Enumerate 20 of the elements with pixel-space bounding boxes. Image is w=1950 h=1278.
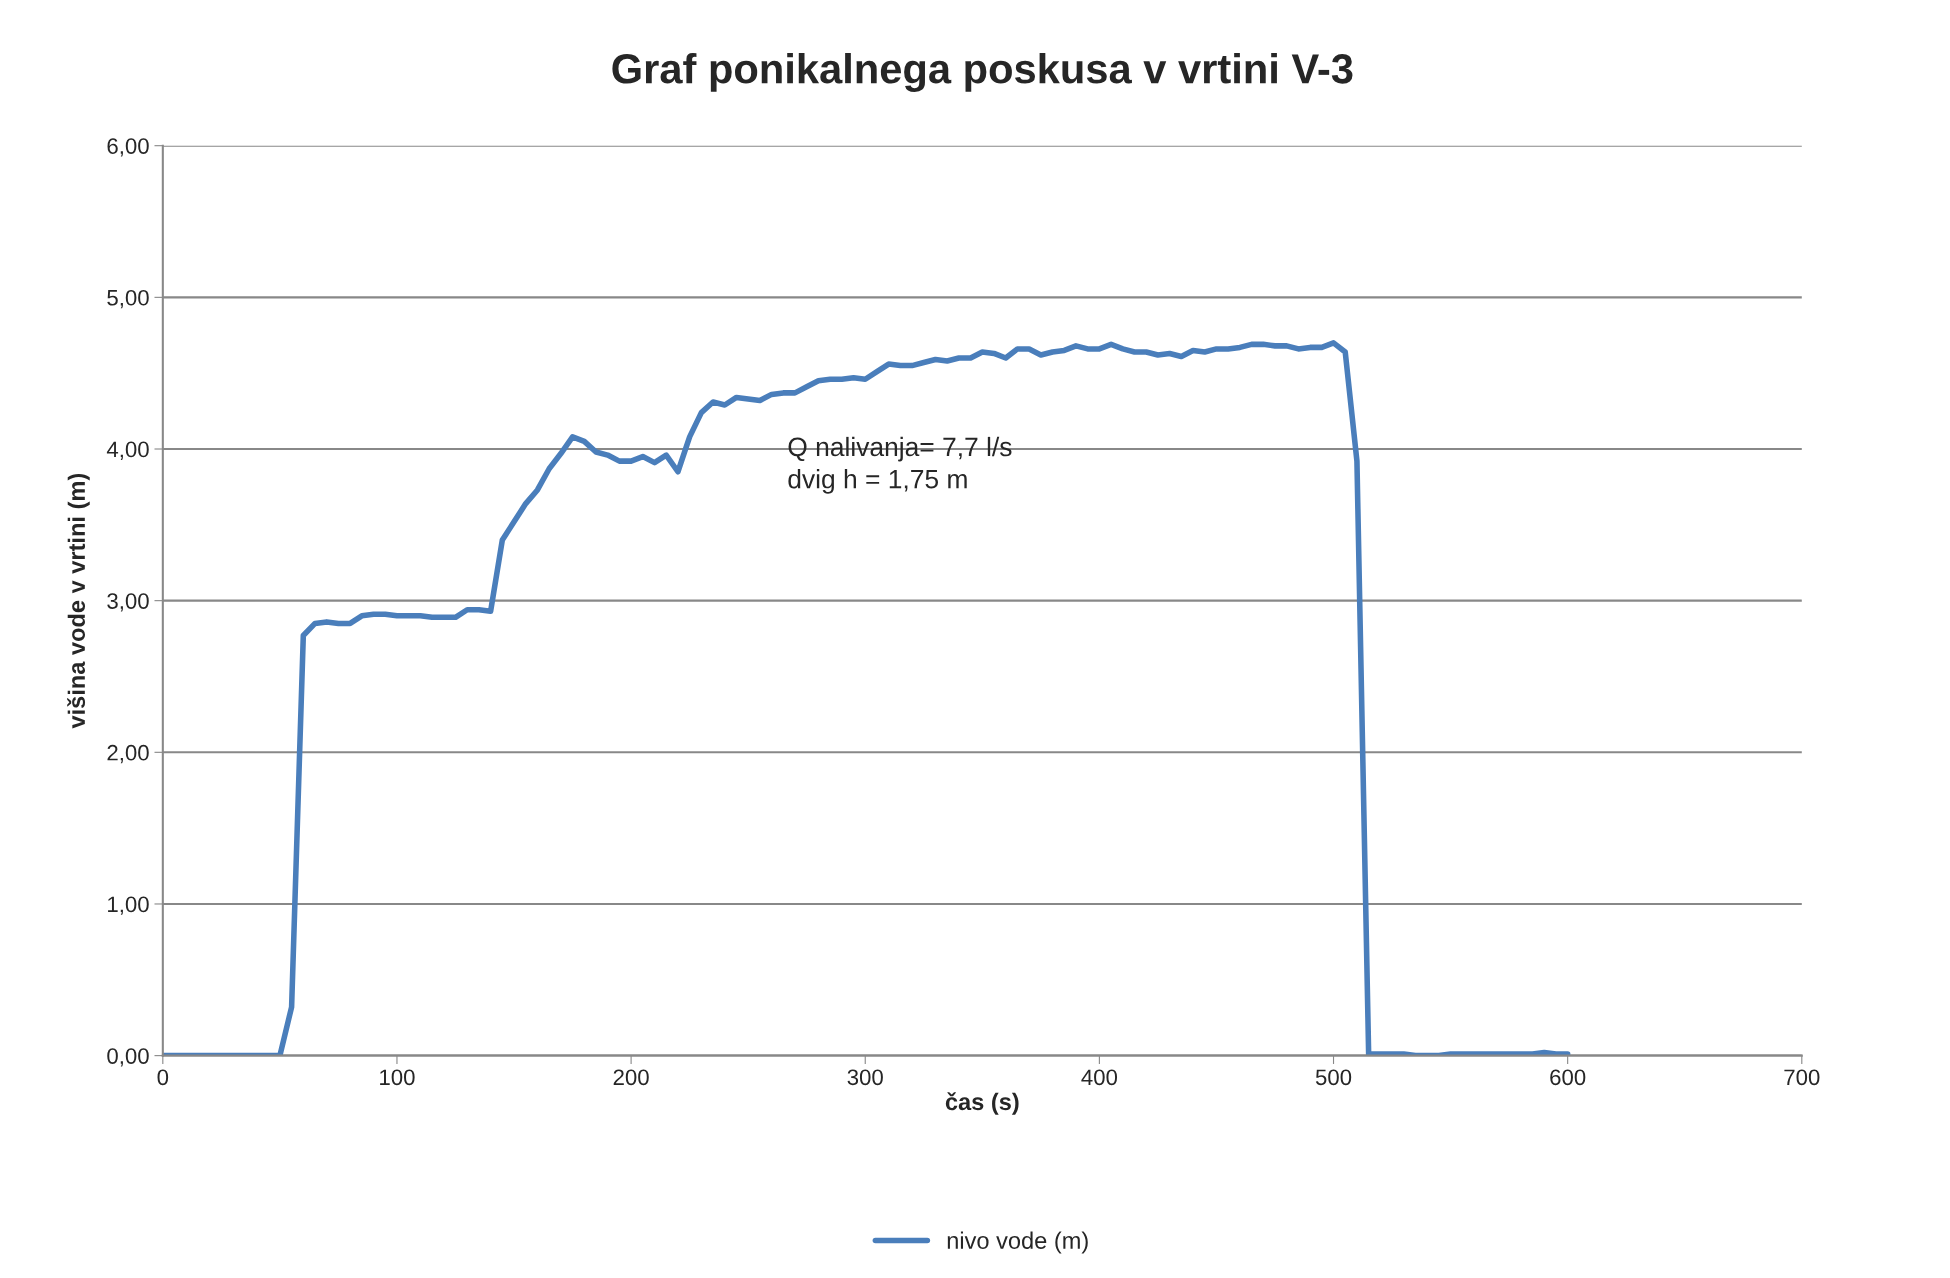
y-axis-title: višina vode v vrtini (m) <box>67 473 90 729</box>
y-tick-label: 2,00 <box>107 744 149 764</box>
x-tick-label: 300 <box>847 1069 883 1086</box>
x-tick-label: 100 <box>380 1069 415 1086</box>
x-tick-label: 500 <box>1315 1069 1352 1086</box>
annotation: Q nalivanja= 7,7 l/s dvig h = 1,75 m <box>788 436 1012 494</box>
y-tick-label: 0,00 <box>107 1048 149 1067</box>
x-tick-label: 0 <box>157 1069 169 1086</box>
x-tick-label: 700 <box>1784 1069 1820 1086</box>
legend-label: nivo vode (m) <box>947 1231 1088 1254</box>
y-tick-label: 3,00 <box>107 593 149 612</box>
x-tick-label: 400 <box>1081 1069 1118 1086</box>
chart-title: Graf ponikalnega poskusa v vrtini V-3 <box>612 53 1353 93</box>
x-tick-label: 200 <box>613 1069 649 1086</box>
y-tick-label: 6,00 <box>107 138 149 157</box>
x-axis-title: čas (s) <box>945 1092 1019 1115</box>
y-tick-label: 5,00 <box>107 289 149 309</box>
y-tick-label: 1,00 <box>108 896 149 915</box>
x-tick-label: 600 <box>1550 1069 1586 1086</box>
y-tick-label: 4,00 <box>106 441 149 460</box>
